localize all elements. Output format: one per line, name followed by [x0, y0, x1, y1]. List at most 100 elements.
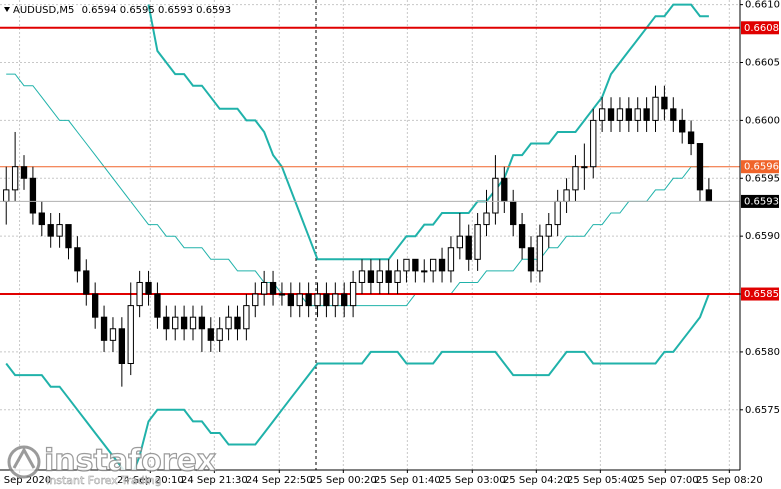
candle-body — [536, 235, 544, 272]
candle-body — [332, 293, 339, 307]
candle-body — [341, 293, 348, 307]
x-tick-label: 25 Sep 08:20 — [696, 475, 763, 486]
candle-body — [38, 212, 45, 226]
header-low: 0.6593 — [158, 5, 193, 16]
candle-body — [412, 258, 419, 272]
candle-body — [447, 247, 455, 272]
candle-body — [109, 328, 117, 341]
candle-body — [581, 166, 588, 169]
header-arrow — [4, 7, 10, 12]
candle-body — [3, 189, 10, 202]
candle-body — [154, 293, 161, 318]
candle-body — [607, 108, 615, 121]
candle-body — [29, 177, 37, 214]
y-tick-label: 0.6595 — [745, 173, 780, 184]
x-tick-label: 25 Sep 01:40 — [374, 475, 441, 486]
candle-body — [634, 108, 641, 121]
x-tick-label: 24 Sep 22:50 — [246, 475, 313, 486]
candle-body — [198, 316, 206, 330]
candle-body — [598, 108, 606, 121]
candle-body — [670, 108, 677, 121]
candle-body — [225, 316, 232, 330]
candle-body — [705, 189, 713, 202]
candle-body — [163, 316, 170, 330]
x-tick-label: 25 Sep 00:20 — [310, 475, 377, 486]
level-label: 0.6596 — [744, 162, 779, 173]
candle-body — [679, 119, 686, 133]
level-label: 0.6608 — [744, 23, 779, 34]
level-label-bg — [741, 287, 779, 301]
candle-body — [47, 224, 54, 237]
header: AUDUSD,M5 0.6594 0.6595 0.6593 0.6593 — [4, 5, 231, 16]
candle-body — [323, 293, 330, 307]
candle-body — [572, 166, 579, 191]
candle-body — [687, 131, 695, 145]
logo-brand: instaforex — [44, 444, 216, 479]
candle-body — [207, 328, 214, 341]
candle-body — [527, 247, 535, 272]
candle-body — [127, 305, 134, 364]
y-tick-label: 0.6605 — [745, 58, 780, 69]
candle-body — [269, 281, 277, 295]
candle-body — [180, 316, 188, 330]
candle-body — [172, 316, 179, 330]
candle-body — [545, 224, 552, 237]
y-tick-label: 0.6575 — [745, 405, 780, 416]
candle-body — [234, 316, 241, 330]
candle-body — [189, 316, 197, 330]
y-tick-label: 0.6600 — [745, 115, 780, 126]
candle-body — [403, 258, 410, 272]
candle-body — [510, 200, 517, 226]
level-label: 0.6585 — [744, 289, 779, 300]
y-tick-label: 0.6610 — [745, 0, 780, 11]
candle-body — [145, 281, 152, 295]
candle-body — [136, 281, 143, 307]
candle-body — [65, 224, 72, 249]
y-tick-label: 0.6590 — [745, 231, 780, 242]
candle-body — [20, 166, 28, 179]
price-label-bg — [741, 194, 779, 208]
candle-body — [421, 270, 428, 273]
candle-body — [501, 177, 508, 202]
candle-body — [465, 235, 472, 260]
candle-body — [456, 235, 463, 249]
level-label-bg — [741, 160, 779, 174]
candle-body — [260, 281, 268, 295]
candle-body — [305, 293, 312, 307]
candle-body — [616, 108, 624, 121]
x-tick-label: 25 Sep 03:00 — [439, 475, 506, 486]
candle-body — [287, 293, 295, 307]
x-tick-label: 24 Sep 21:30 — [181, 475, 248, 486]
candle-body — [56, 224, 63, 237]
symbol: AUDUSD,M5 — [13, 5, 74, 16]
candle-body — [376, 270, 383, 283]
candle-body — [83, 270, 90, 295]
candle-body — [314, 293, 321, 307]
watermark: instaforex Instant Forex Trading — [7, 443, 217, 487]
candle-body — [216, 328, 223, 341]
candle-body — [696, 143, 704, 191]
candle-body — [661, 96, 668, 110]
logo-mark — [12, 446, 36, 469]
indicator-line — [6, 73, 709, 307]
candle-body — [278, 293, 286, 296]
x-tick-label: 25 Sep 04:20 — [503, 475, 570, 486]
candle-body — [296, 293, 303, 307]
candle-body — [74, 247, 81, 272]
candle-body — [100, 316, 108, 341]
header-close: 0.6593 — [196, 5, 231, 16]
candle-body — [563, 189, 570, 202]
candle-body — [554, 200, 561, 226]
candle-body — [358, 270, 366, 283]
plot — [0, 3, 740, 470]
logo-tagline: Instant Forex Trading — [46, 474, 162, 487]
candle-body — [438, 258, 446, 272]
candle-body — [518, 224, 526, 249]
x-tick-label: 25 Sep 07:00 — [632, 475, 699, 486]
candle-body — [385, 270, 392, 283]
x-tick-label: 25 Sep 05:40 — [567, 475, 634, 486]
candle-body — [474, 224, 481, 260]
